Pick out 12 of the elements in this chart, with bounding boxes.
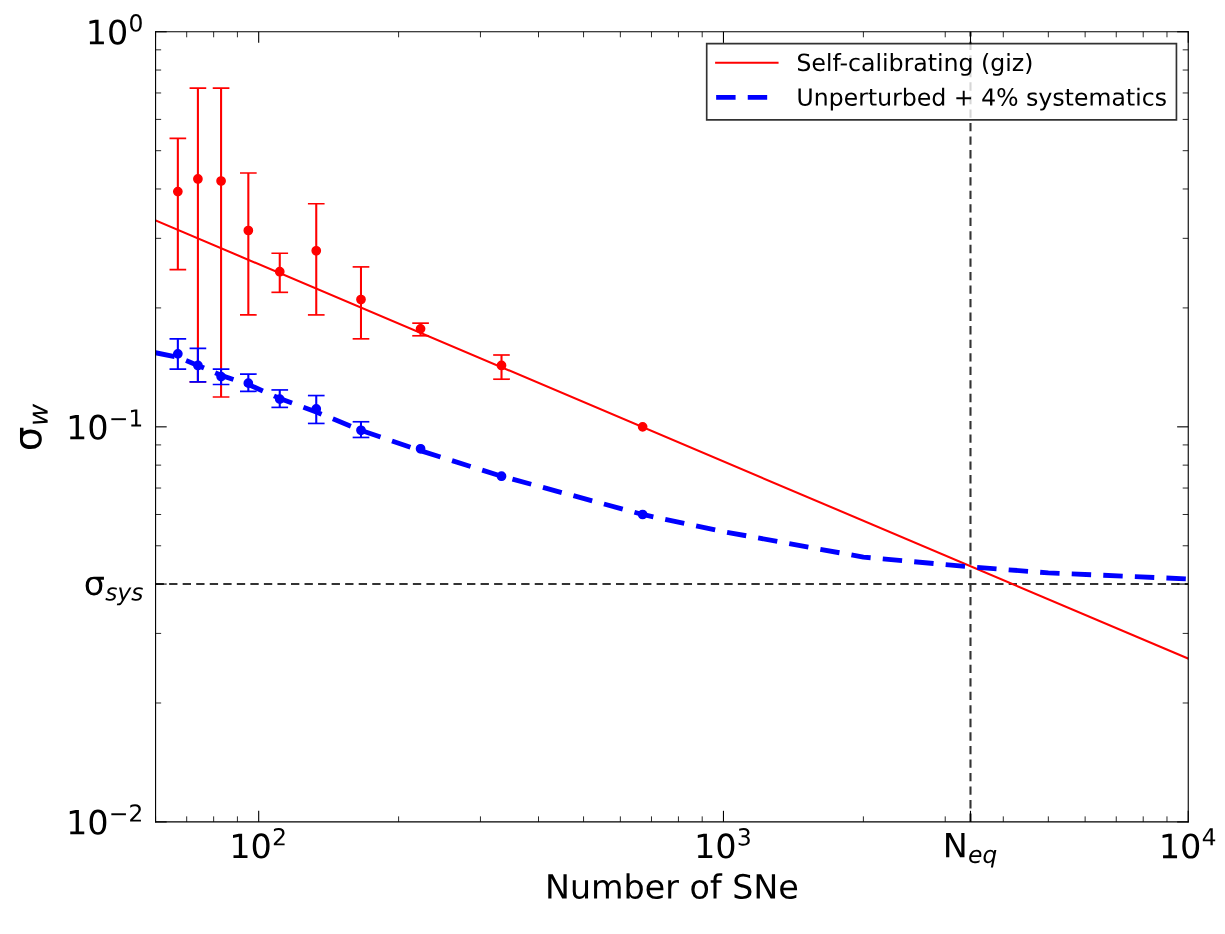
x-tick-label: 10$^{3}$: [697, 828, 750, 859]
y-tick-label: σ$_{sys}$: [85, 576, 143, 606]
legend-label: Self-calibrating (giz): [797, 53, 1032, 76]
legend-label: Unperturbed + 4% systematics: [798, 87, 1166, 111]
x-tick-label: 10$^{4}$: [1162, 828, 1216, 859]
y-tick-label: 10$^{−1}$: [69, 409, 142, 440]
y-tick-label: 10$^{0}$: [89, 14, 142, 45]
x-tick-label: N$_{eq}$: [946, 833, 997, 868]
y-tick-label: 10$^{−2}$: [69, 804, 141, 835]
x-axis-title: Number of SNe: [548, 873, 798, 900]
x-tick-label: 10$^{2}$: [233, 828, 285, 859]
y-axis-title: σ$_{w}$: [19, 403, 48, 449]
